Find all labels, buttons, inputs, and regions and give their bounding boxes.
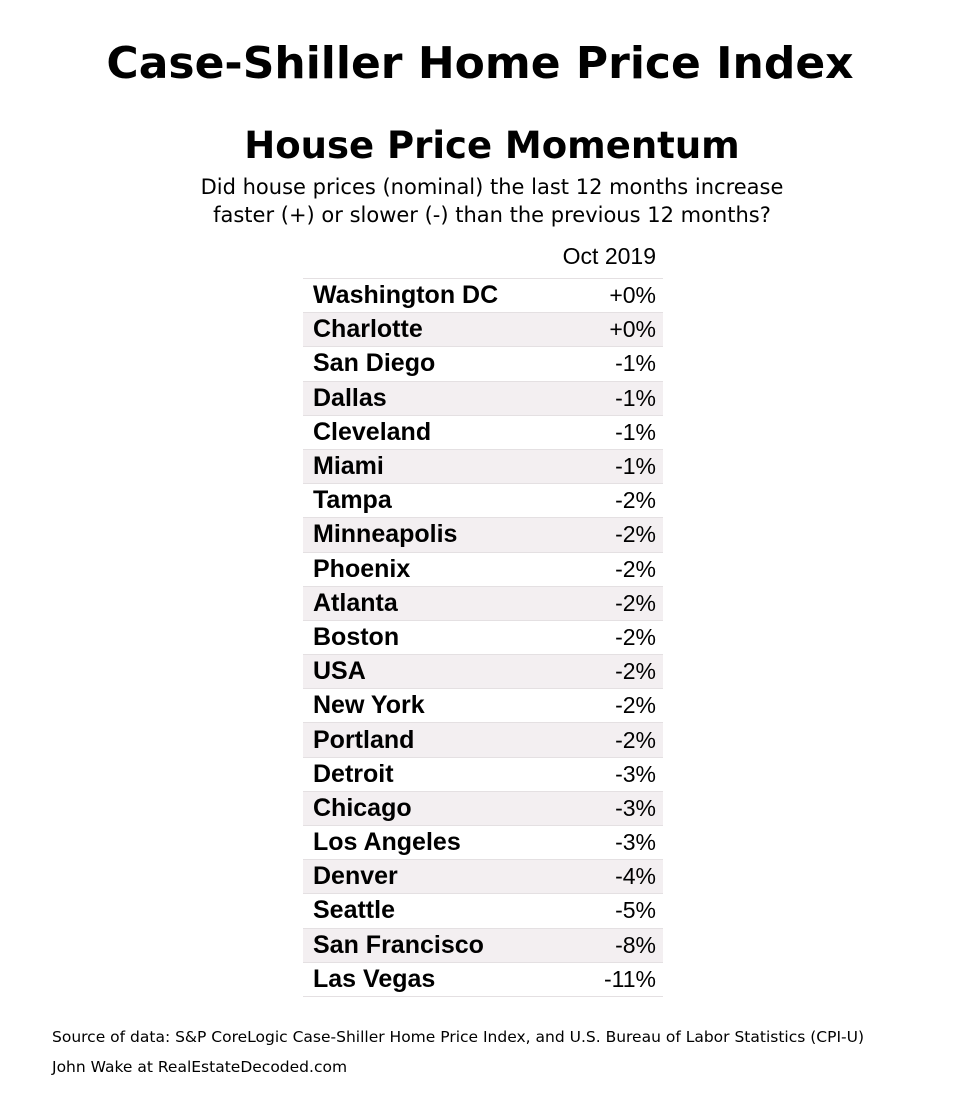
source-note: Source of data: S&P CoreLogic Case-Shill… bbox=[52, 1028, 865, 1046]
city-label: Denver bbox=[313, 862, 398, 891]
momentum-value: -2% bbox=[615, 726, 656, 753]
table-row: Detroit -3% bbox=[303, 756, 663, 791]
city-label: Tampa bbox=[313, 486, 392, 515]
city-label: San Diego bbox=[313, 349, 436, 378]
chart-title: Case-Shiller Home Price Index bbox=[106, 38, 854, 89]
momentum-value: -8% bbox=[615, 931, 656, 958]
city-label: Cleveland bbox=[313, 417, 432, 446]
momentum-value: -3% bbox=[615, 829, 656, 856]
chart-description: Did house prices (nominal) the last 12 m… bbox=[0, 173, 960, 229]
table-row: Seattle -5% bbox=[303, 893, 663, 927]
city-label: Charlotte bbox=[313, 315, 423, 344]
table-row: Phoenix -2% bbox=[303, 551, 663, 586]
momentum-value: -1% bbox=[615, 384, 656, 411]
table-row: Charlotte +0% bbox=[303, 312, 663, 347]
table-row: USA -2% bbox=[303, 654, 663, 689]
momentum-value: -2% bbox=[615, 521, 656, 548]
table-row: Atlanta -2% bbox=[303, 585, 663, 620]
table-row: Los Angeles -3% bbox=[303, 825, 663, 859]
momentum-table: Washington DC +0% Charlotte +0% San Diego -1%… bbox=[303, 278, 663, 997]
city-label: Los Angeles bbox=[313, 828, 461, 857]
city-label: San Francisco bbox=[313, 930, 484, 959]
momentum-value: -2% bbox=[615, 589, 656, 616]
momentum-value: -2% bbox=[615, 555, 656, 582]
table-row: Denver -4% bbox=[303, 859, 663, 894]
city-label: Boston bbox=[313, 622, 400, 651]
table-row: New York -2% bbox=[303, 688, 663, 722]
city-label: Phoenix bbox=[313, 554, 411, 583]
table-row: Portland -2% bbox=[303, 722, 663, 757]
momentum-value: -2% bbox=[615, 623, 656, 650]
city-label: Las Vegas bbox=[313, 964, 436, 993]
momentum-value: -11% bbox=[604, 965, 656, 992]
momentum-value: -2% bbox=[615, 487, 656, 514]
table-row: Miami -1% bbox=[303, 448, 663, 484]
description-line: Did house prices (nominal) the last 12 m… bbox=[200, 175, 784, 199]
city-label: Washington DC bbox=[313, 281, 499, 310]
momentum-value: +0% bbox=[609, 316, 656, 343]
city-label: Minneapolis bbox=[313, 520, 458, 549]
city-label: Detroit bbox=[313, 759, 394, 788]
momentum-value: -4% bbox=[615, 863, 656, 890]
column-header: Oct 2019 bbox=[562, 243, 656, 269]
city-label: Seattle bbox=[313, 896, 395, 925]
table-row: Chicago -3% bbox=[303, 790, 663, 825]
table-row: Minneapolis -2% bbox=[303, 517, 663, 552]
description-line: faster (+) or slower (-) than the previo… bbox=[213, 203, 771, 227]
momentum-value: -3% bbox=[615, 794, 656, 821]
city-label: Atlanta bbox=[313, 588, 398, 617]
table-row: San Francisco -8% bbox=[303, 927, 663, 962]
city-label: Dallas bbox=[313, 383, 387, 412]
city-label: Portland bbox=[313, 725, 415, 754]
momentum-value: -5% bbox=[615, 897, 656, 924]
momentum-value: -1% bbox=[615, 418, 656, 445]
author-credit: John Wake at RealEstateDecoded.com bbox=[52, 1058, 348, 1076]
table-row: Las Vegas -11% bbox=[303, 961, 663, 997]
city-label: New York bbox=[313, 691, 425, 720]
city-label: Miami bbox=[313, 452, 384, 481]
table-row: San Diego -1% bbox=[303, 346, 663, 380]
momentum-value: -2% bbox=[615, 658, 656, 685]
table-row: Dallas -1% bbox=[303, 380, 663, 415]
momentum-value: -1% bbox=[615, 350, 656, 377]
momentum-value: -1% bbox=[615, 453, 656, 480]
momentum-value: +0% bbox=[609, 282, 656, 309]
table-row: Boston -2% bbox=[303, 619, 663, 654]
table-row: Cleveland -1% bbox=[303, 414, 663, 449]
table-row: Tampa -2% bbox=[303, 483, 663, 517]
chart-subtitle: House Price Momentum bbox=[244, 124, 740, 167]
table-row: Washington DC +0% bbox=[303, 278, 663, 312]
momentum-value: -2% bbox=[615, 692, 656, 719]
city-label: USA bbox=[313, 657, 366, 686]
momentum-value: -3% bbox=[615, 760, 656, 787]
city-label: Chicago bbox=[313, 793, 412, 822]
